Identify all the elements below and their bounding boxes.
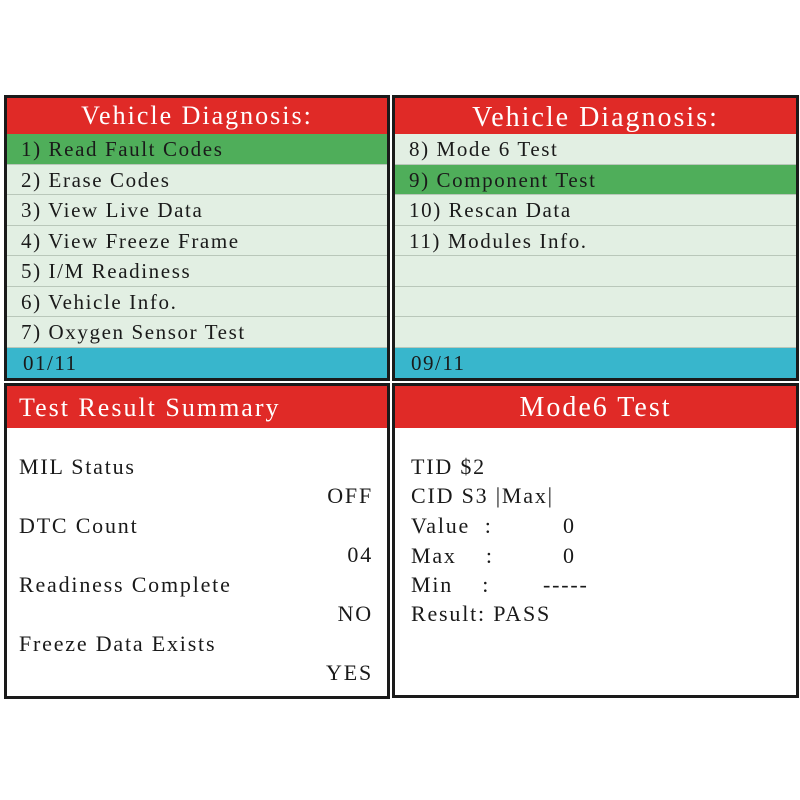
menu-item[interactable]: 11) Modules Info. xyxy=(395,225,796,256)
field-label: Freeze Data Exists xyxy=(19,631,217,656)
field-label: Min : xyxy=(411,572,491,597)
empty-row xyxy=(395,317,796,348)
menu-item[interactable]: 6) Vehicle Info. xyxy=(7,286,387,317)
menu-item[interactable]: 4) View Freeze Frame xyxy=(7,225,387,256)
menu-item[interactable]: 7) Oxygen Sensor Test xyxy=(7,317,387,348)
menu-item[interactable]: 9) Component Test xyxy=(395,164,796,195)
field-value: NO xyxy=(337,601,373,626)
result-line: CID S3 |Max| xyxy=(411,483,554,508)
field-value: 0 xyxy=(563,513,576,538)
result-line: Result: PASS xyxy=(411,601,552,626)
empty-row xyxy=(395,256,796,287)
result-line: TID $2 xyxy=(411,454,486,479)
panel-title: Mode6 Test xyxy=(395,386,796,428)
empty-row xyxy=(395,286,796,317)
summary-panel: Test Result Summary MIL Status OFF DTC C… xyxy=(4,383,390,699)
field-value: 0 xyxy=(563,543,576,568)
field-value: OFF xyxy=(327,483,373,508)
mode6-panel: Mode6 Test TID $2 CID S3 |Max| Value : 0… xyxy=(392,383,799,698)
field-value: 04 xyxy=(347,542,373,567)
menu-panel: Vehicle Diagnosis: 1) Read Fault Codes 2… xyxy=(4,95,390,381)
panel-title: Vehicle Diagnosis: xyxy=(7,98,387,134)
menu-item[interactable]: 1) Read Fault Codes xyxy=(7,134,387,165)
field-label: DTC Count xyxy=(19,513,139,538)
page-indicator: 01/11 xyxy=(7,347,387,378)
field-label: Max : xyxy=(411,543,494,568)
field-value: ----- xyxy=(543,572,589,597)
menu-item[interactable]: 5) I/M Readiness xyxy=(7,256,387,287)
field-label: MIL Status xyxy=(19,454,136,479)
menu-item[interactable]: 8) Mode 6 Test xyxy=(395,134,796,165)
menu-panel: Vehicle Diagnosis: 8) Mode 6 Test 9) Com… xyxy=(392,95,799,381)
panel-title: Vehicle Diagnosis: xyxy=(395,98,796,134)
menu-item[interactable]: 2) Erase Codes xyxy=(7,164,387,195)
field-label: Readiness Complete xyxy=(19,572,232,597)
menu-item[interactable]: 3) View Live Data xyxy=(7,195,387,226)
page-indicator: 09/11 xyxy=(395,347,796,378)
field-value: YES xyxy=(326,660,373,685)
menu-item[interactable]: 10) Rescan Data xyxy=(395,195,796,226)
panel-title: Test Result Summary xyxy=(7,386,387,428)
field-label: Value : xyxy=(411,513,493,538)
